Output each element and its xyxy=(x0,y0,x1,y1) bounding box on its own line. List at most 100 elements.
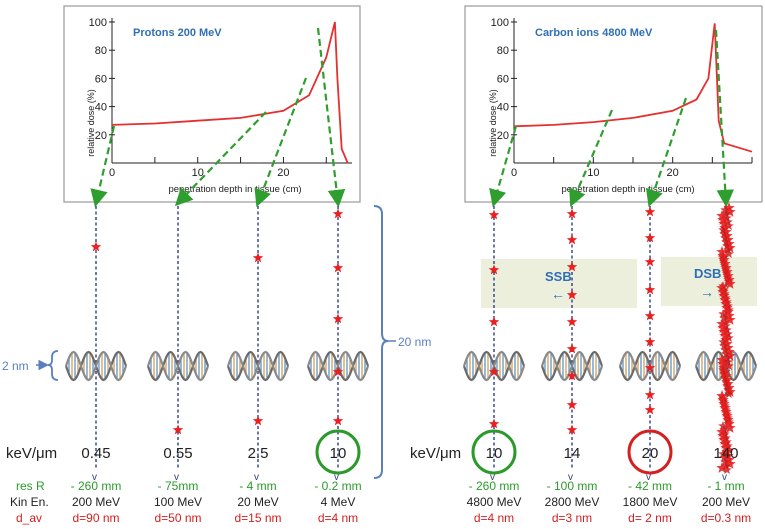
ionization-star xyxy=(488,316,500,327)
ionization-star xyxy=(722,381,732,390)
ionization-star xyxy=(718,421,728,430)
ionization-star xyxy=(723,329,733,338)
ionization-star xyxy=(722,241,732,250)
ionization-star xyxy=(90,241,102,252)
ionization-star xyxy=(566,208,578,219)
ionization-star xyxy=(566,234,578,245)
ionization-star xyxy=(723,217,733,226)
ionization-stars xyxy=(90,202,736,474)
ionization-star xyxy=(718,449,728,458)
ionization-star xyxy=(722,306,734,317)
ionization-star xyxy=(716,462,728,473)
ionization-star xyxy=(719,425,729,434)
ionization-star xyxy=(718,398,730,409)
ionization-star xyxy=(717,322,729,333)
ionization-star xyxy=(720,317,730,326)
dna-backbone xyxy=(306,350,370,382)
ionization-star xyxy=(720,233,730,242)
ionization-star xyxy=(719,229,729,238)
ionization-star xyxy=(717,394,729,405)
ionization-star xyxy=(716,246,728,257)
dna-helix xyxy=(540,350,604,382)
dna-backbone xyxy=(64,350,128,382)
carbon-xtick-label: 0 xyxy=(511,167,517,179)
dna-backbone xyxy=(146,350,210,382)
ionization-star xyxy=(644,389,656,400)
kev-label-right: keV/μm xyxy=(410,445,461,462)
ionization-star xyxy=(723,357,733,366)
ionization-star xyxy=(252,252,264,263)
carbon-dose-panel: Carbon ions 4800 MeV relative dose (%) p… xyxy=(464,5,763,203)
ionization-star xyxy=(718,434,730,445)
ionization-star xyxy=(722,465,732,474)
ionization-star xyxy=(718,309,728,318)
ionization-star xyxy=(722,234,734,245)
ionization-star xyxy=(718,225,728,234)
ionization-star xyxy=(566,424,578,435)
ionization-star xyxy=(724,314,736,325)
let-highlight-circle xyxy=(315,429,361,475)
ionization-star xyxy=(172,424,184,435)
ionization-star xyxy=(723,385,733,394)
dna-backbone xyxy=(540,350,604,382)
protons-ytick-label: 60 xyxy=(95,73,107,85)
mean-distance: d=3 nm xyxy=(552,511,592,525)
residual-range: - 42 mm xyxy=(628,479,672,493)
ionization-star xyxy=(720,345,730,354)
ionization-star xyxy=(724,389,734,398)
ionization-star xyxy=(724,206,736,217)
depth-arrow xyxy=(90,125,116,208)
ionization-star xyxy=(488,209,500,220)
let-value: 14 xyxy=(564,445,581,462)
mean-distance: d=90 nm xyxy=(72,511,119,525)
ionization-star xyxy=(644,284,656,295)
ionization-star xyxy=(332,415,344,426)
ionization-star xyxy=(720,334,732,345)
ionization-star xyxy=(720,298,732,309)
protons-xtick-label: 0 xyxy=(109,167,115,179)
ionization-star xyxy=(723,346,735,357)
ionization-star xyxy=(566,316,578,327)
ionization-star xyxy=(719,369,729,378)
dsb-arrow-icon: → xyxy=(700,284,714,300)
ionization-star xyxy=(720,429,730,438)
ionization-star xyxy=(724,458,736,469)
ionization-star xyxy=(719,438,731,449)
ionization-star xyxy=(716,318,728,329)
depth-arrow xyxy=(645,97,688,208)
let-highlight-circle xyxy=(627,429,673,475)
ionization-star xyxy=(717,286,729,297)
let-value: 2.5 xyxy=(248,445,269,462)
carbon-ytick-label: 100 xyxy=(491,17,509,29)
ionization-star xyxy=(724,278,736,289)
mean-distance: d=15 nm xyxy=(234,511,281,525)
ionization-star xyxy=(721,374,733,385)
2nm-bracket: 2 nm xyxy=(2,350,59,381)
carbon-dose-curve xyxy=(513,23,753,153)
dna-helix xyxy=(64,350,128,382)
protons-ytick-label: 80 xyxy=(95,45,107,57)
ionization-star xyxy=(724,249,734,258)
ionization-star xyxy=(716,282,728,293)
ionization-star xyxy=(720,442,732,453)
ionization-star xyxy=(717,430,729,441)
ionization-star xyxy=(720,406,732,417)
dna-helix xyxy=(694,350,758,382)
res-r-label: res R xyxy=(16,479,45,493)
track-end-arrow-icon: v xyxy=(646,472,651,483)
carbon-xtick-label: 20 xyxy=(667,167,679,179)
ionization-star xyxy=(721,302,733,313)
ionization-star xyxy=(721,410,733,421)
ssb-label: SSB xyxy=(545,269,572,284)
ionization-star xyxy=(719,330,731,341)
ionization-star xyxy=(721,377,731,386)
ionization-star xyxy=(719,222,731,233)
carbon-ylabel: relative dose (%) xyxy=(488,89,498,157)
ionization-star xyxy=(718,337,728,346)
protons-ytick-label: 100 xyxy=(89,17,107,29)
ionization-star xyxy=(724,221,734,230)
ionization-star xyxy=(721,338,733,349)
let-value: 0.45 xyxy=(81,445,110,462)
depth-arrow xyxy=(714,29,735,208)
